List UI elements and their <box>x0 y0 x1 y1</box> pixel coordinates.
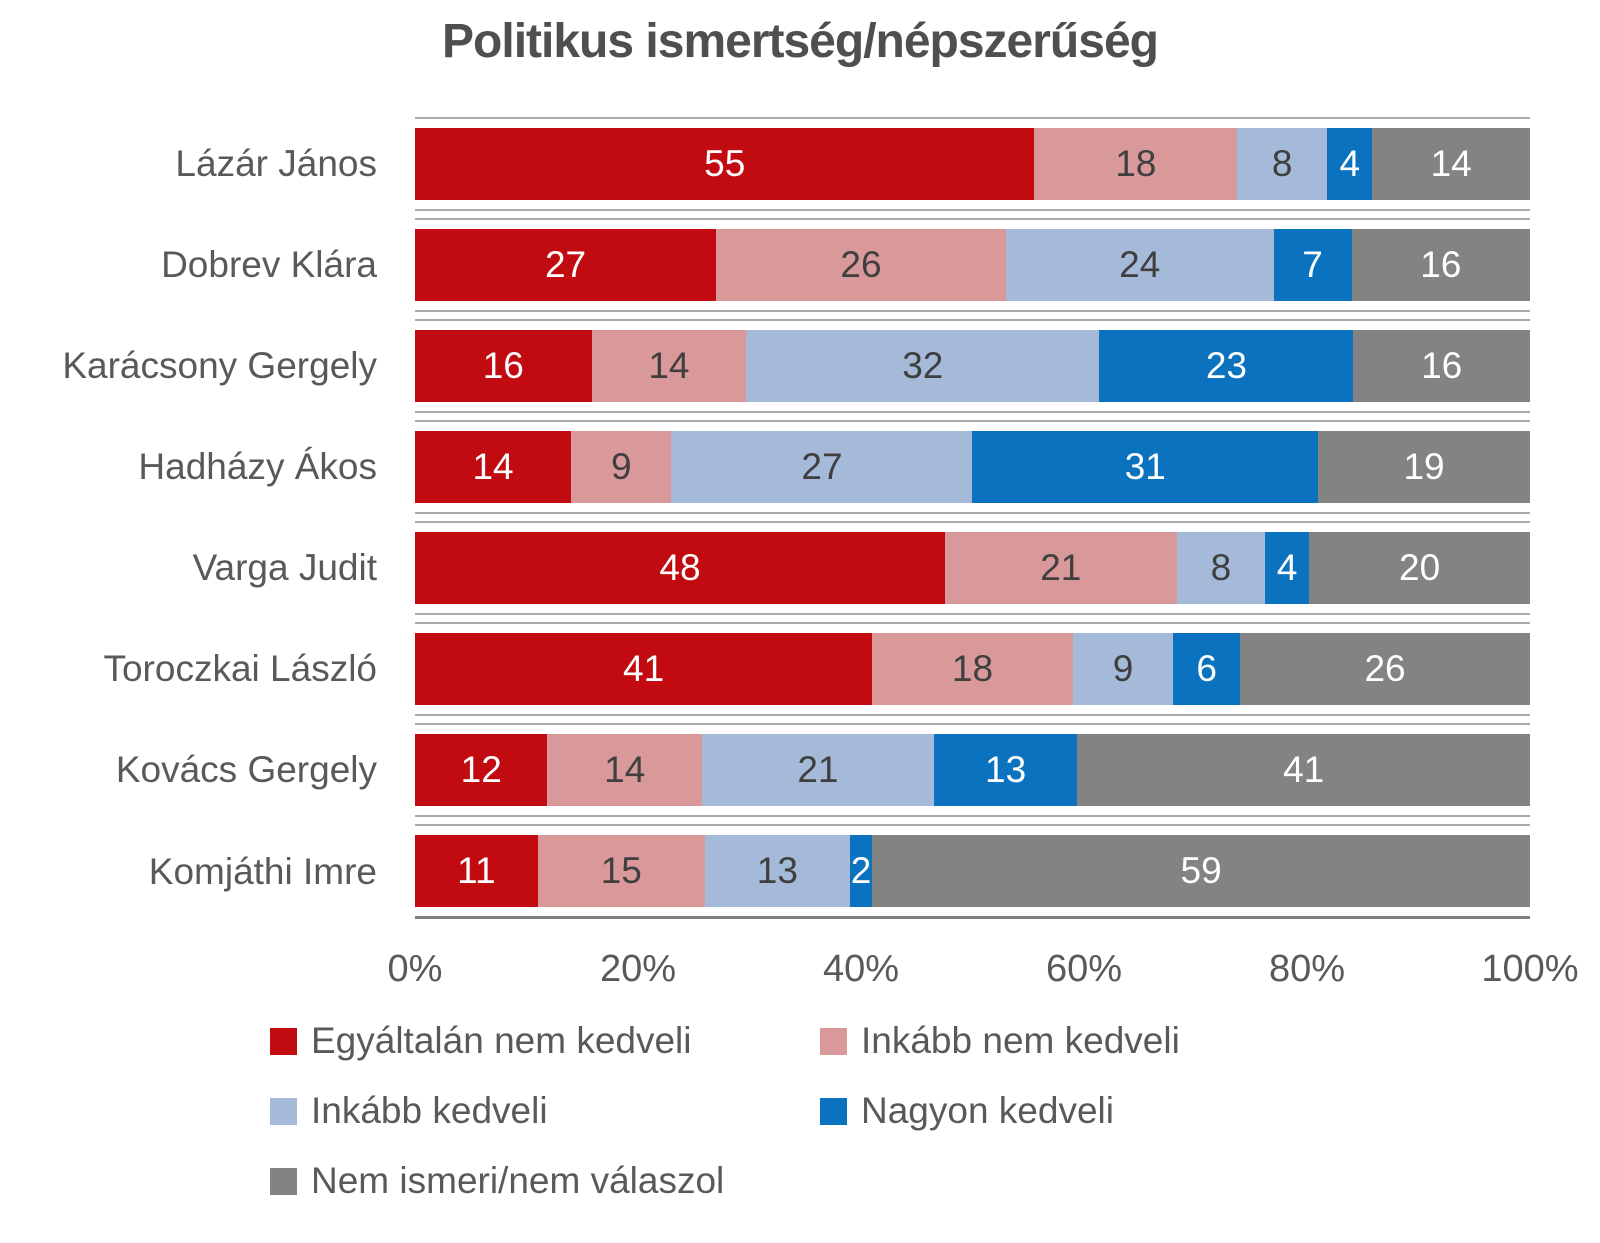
bar-segment: 7 <box>1273 229 1352 301</box>
category-label: Lázár János <box>175 143 377 184</box>
bar-segment: 9 <box>571 431 672 503</box>
stacked-bar: 48 21 8 4 20 <box>415 532 1530 604</box>
bar-track: 27 26 24 7 16 <box>415 218 1530 312</box>
stacked-bar: 14 9 27 31 19 <box>415 431 1530 503</box>
bar-segment: 2 <box>849 835 873 907</box>
bar-segment: 32 <box>746 330 1100 402</box>
stacked-bar: 27 26 24 7 16 <box>415 229 1530 301</box>
stacked-bar: 16 14 32 23 16 <box>415 330 1530 402</box>
x-axis: 0% 20% 40% 60% 80% 100% <box>388 948 1579 1000</box>
bar-segment: 23 <box>1099 330 1354 402</box>
x-axis-tick-label: 20% <box>599 948 677 990</box>
bar-track: 14 9 27 31 19 <box>415 420 1530 514</box>
category-label: Toroczkai László <box>103 648 377 689</box>
bar-track: 48 21 8 4 20 <box>415 521 1530 615</box>
x-axis-tick-label: 100% <box>1481 948 1579 990</box>
bar-segment: 12 <box>415 734 548 806</box>
bar-segment: 55 <box>415 128 1035 200</box>
legend-item: Egyáltalán nem kedveli <box>270 1020 692 1062</box>
bar-segment: 13 <box>933 734 1078 806</box>
bar-segment: 14 <box>1372 128 1530 200</box>
bar-segment: 14 <box>591 330 747 402</box>
legend-swatch <box>270 1027 297 1055</box>
bar-segment: 18 <box>872 633 1073 705</box>
legend-swatch <box>820 1027 847 1055</box>
legend-item: Inkább kedveli <box>270 1090 548 1132</box>
bar-segment: 48 <box>415 532 945 604</box>
stacked-bar: 12 14 21 13 41 <box>415 734 1530 806</box>
bar-track: 41 18 9 6 26 <box>415 622 1531 716</box>
bar-row: Varga Judit 48 21 8 4 20 <box>0 521 1530 615</box>
category-label: Dobrev Klára <box>161 244 377 285</box>
bar-segment: 6 <box>1173 633 1241 705</box>
bar-segment: 16 <box>1351 229 1530 301</box>
legend-item: Nem ismeri/nem válaszol <box>270 1160 724 1202</box>
bar-segment: 21 <box>944 532 1177 604</box>
stacked-bar-chart: Lázár János 55 18 8 4 14 Dobrev Klára 27 26 24 7 16… <box>0 117 1531 926</box>
bar-segment: 16 <box>415 330 592 402</box>
bar-track: 55 18 8 4 14 <box>415 117 1530 211</box>
bar-track: 12 14 21 13 41 <box>415 723 1530 817</box>
legend-label: Inkább nem kedveli <box>861 1020 1180 1061</box>
x-axis-tick-label: 60% <box>1045 948 1123 990</box>
category-label: Komjáthi Imre <box>148 850 377 892</box>
bar-track: 11 15 13 2 59 <box>415 824 1530 919</box>
bar-segment: 18 <box>1034 128 1238 200</box>
legend-item: Inkább nem kedveli <box>820 1020 1180 1062</box>
bar-row: Komjáthi Imre 11 15 13 2 59 <box>0 824 1530 919</box>
bar-segment: 19 <box>1318 431 1530 503</box>
x-axis-tick-label: 0% <box>387 948 443 990</box>
bar-row: Hadházy Ákos 14 9 27 31 19 <box>0 420 1530 514</box>
legend-label: Inkább kedveli <box>311 1090 548 1131</box>
bar-segment: 26 <box>1240 633 1531 705</box>
bar-row: Toroczkai László 41 18 9 6 26 <box>0 622 1531 716</box>
bar-row: Lázár János 55 18 8 4 14 <box>0 117 1530 211</box>
legend-label: Egyáltalán nem kedveli <box>311 1020 692 1061</box>
stacked-bar: 11 15 13 2 59 <box>415 835 1530 907</box>
bar-segment: 27 <box>415 229 717 301</box>
page-title: Politikus ismertség/népszerűség <box>442 15 1159 68</box>
bar-segment: 15 <box>537 835 705 907</box>
bar-segment: 26 <box>716 229 1006 301</box>
bar-segment: 21 <box>702 734 934 806</box>
bar-segment: 9 <box>1072 633 1174 705</box>
bar-segment: 27 <box>671 431 973 503</box>
bar-segment: 59 <box>872 835 1530 907</box>
category-label: Kovács Gergely <box>115 749 377 790</box>
legend-swatch <box>270 1167 297 1195</box>
bar-segment: 20 <box>1309 532 1530 604</box>
x-axis-tick-label: 80% <box>1268 948 1346 990</box>
bar-segment: 4 <box>1327 128 1373 200</box>
bar-row: Kovács Gergely 12 14 21 13 41 <box>0 723 1530 817</box>
bar-segment: 41 <box>415 633 873 705</box>
legend-item: Nagyon kedveli <box>820 1090 1114 1132</box>
bar-track: 16 14 32 23 16 <box>415 319 1530 413</box>
x-axis-tick-label: 40% <box>822 948 900 990</box>
bar-segment: 13 <box>704 835 850 907</box>
bar-segment: 31 <box>972 431 1319 503</box>
category-label: Hadházy Ákos <box>138 446 377 487</box>
legend-swatch <box>820 1097 847 1125</box>
bar-segment: 16 <box>1353 330 1530 402</box>
bar-segment: 24 <box>1005 229 1274 301</box>
category-label: Varga Judit <box>192 547 377 588</box>
legend-label: Nagyon kedveli <box>861 1090 1114 1131</box>
bar-segment: 4 <box>1265 532 1310 604</box>
bar-row: Dobrev Klára 27 26 24 7 16 <box>0 218 1530 312</box>
bar-segment: 14 <box>547 734 703 806</box>
bar-segment: 11 <box>415 835 538 907</box>
category-label: Karácsony Gergely <box>62 345 377 386</box>
stacked-bar: 55 18 8 4 14 <box>415 128 1530 200</box>
bar-segment: 8 <box>1237 128 1328 200</box>
legend-swatch <box>270 1097 297 1125</box>
bar-segment: 14 <box>415 431 572 503</box>
stacked-bar: 41 18 9 6 26 <box>415 633 1531 705</box>
bar-segment: 41 <box>1077 734 1530 806</box>
legend-label: Nem ismeri/nem válaszol <box>311 1160 725 1201</box>
bar-row: Karácsony Gergely 16 14 32 23 16 <box>0 319 1530 413</box>
bar-segment: 8 <box>1176 532 1266 604</box>
